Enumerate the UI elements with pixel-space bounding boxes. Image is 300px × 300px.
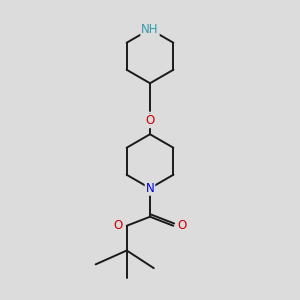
Text: NH: NH xyxy=(141,23,159,36)
Text: N: N xyxy=(146,182,154,195)
Text: O: O xyxy=(114,219,123,232)
Text: O: O xyxy=(146,114,154,127)
Text: O: O xyxy=(177,219,186,232)
